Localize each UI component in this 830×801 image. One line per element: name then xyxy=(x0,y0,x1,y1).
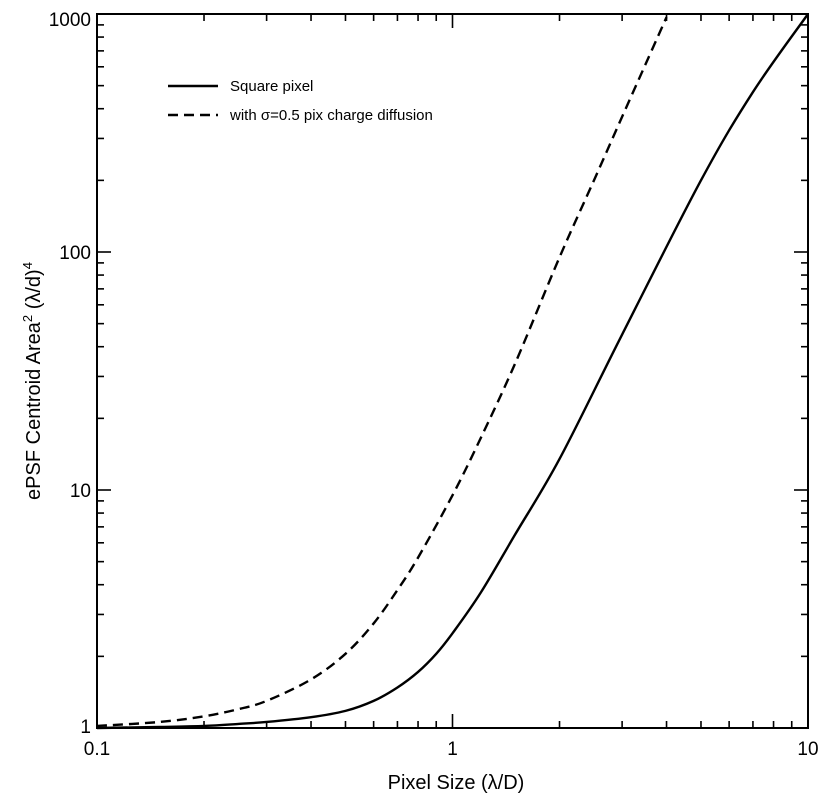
x-tick-label: 1 xyxy=(447,739,458,760)
series-line-square-pixel xyxy=(96,13,809,730)
y-tick-label: 1 xyxy=(80,717,91,738)
y-tick-label: 1000 xyxy=(49,10,91,31)
y-tick-label: 10 xyxy=(70,481,91,502)
legend: Square pixel with σ=0.5 pix charge diffu… xyxy=(168,78,433,124)
y-tick-label: 100 xyxy=(59,243,91,264)
series-line-charge-diffusion xyxy=(96,16,668,728)
legend-label-square-pixel: Square pixel xyxy=(230,78,313,95)
plot-frame xyxy=(96,13,809,729)
y-axis-label-sup1: 2 xyxy=(20,315,35,322)
x-tick-label: 10 xyxy=(797,739,818,760)
y-axis-label: ePSF Centroid Area2 (λ/d)4 xyxy=(20,262,45,500)
legend-label-charge-diffusion: with σ=0.5 pix charge diffusion xyxy=(229,107,433,124)
y-axis-label-mid: (λ/d) xyxy=(23,269,45,315)
x-axis-label: Pixel Size (λ/D) xyxy=(388,772,525,794)
x-tick-label: 0.1 xyxy=(84,739,110,760)
y-axis-label-sup2: 4 xyxy=(20,262,35,269)
series-layer xyxy=(96,13,809,730)
tick-marks xyxy=(96,13,809,729)
y-axis-label-main: ePSF Centroid Area xyxy=(23,321,45,500)
